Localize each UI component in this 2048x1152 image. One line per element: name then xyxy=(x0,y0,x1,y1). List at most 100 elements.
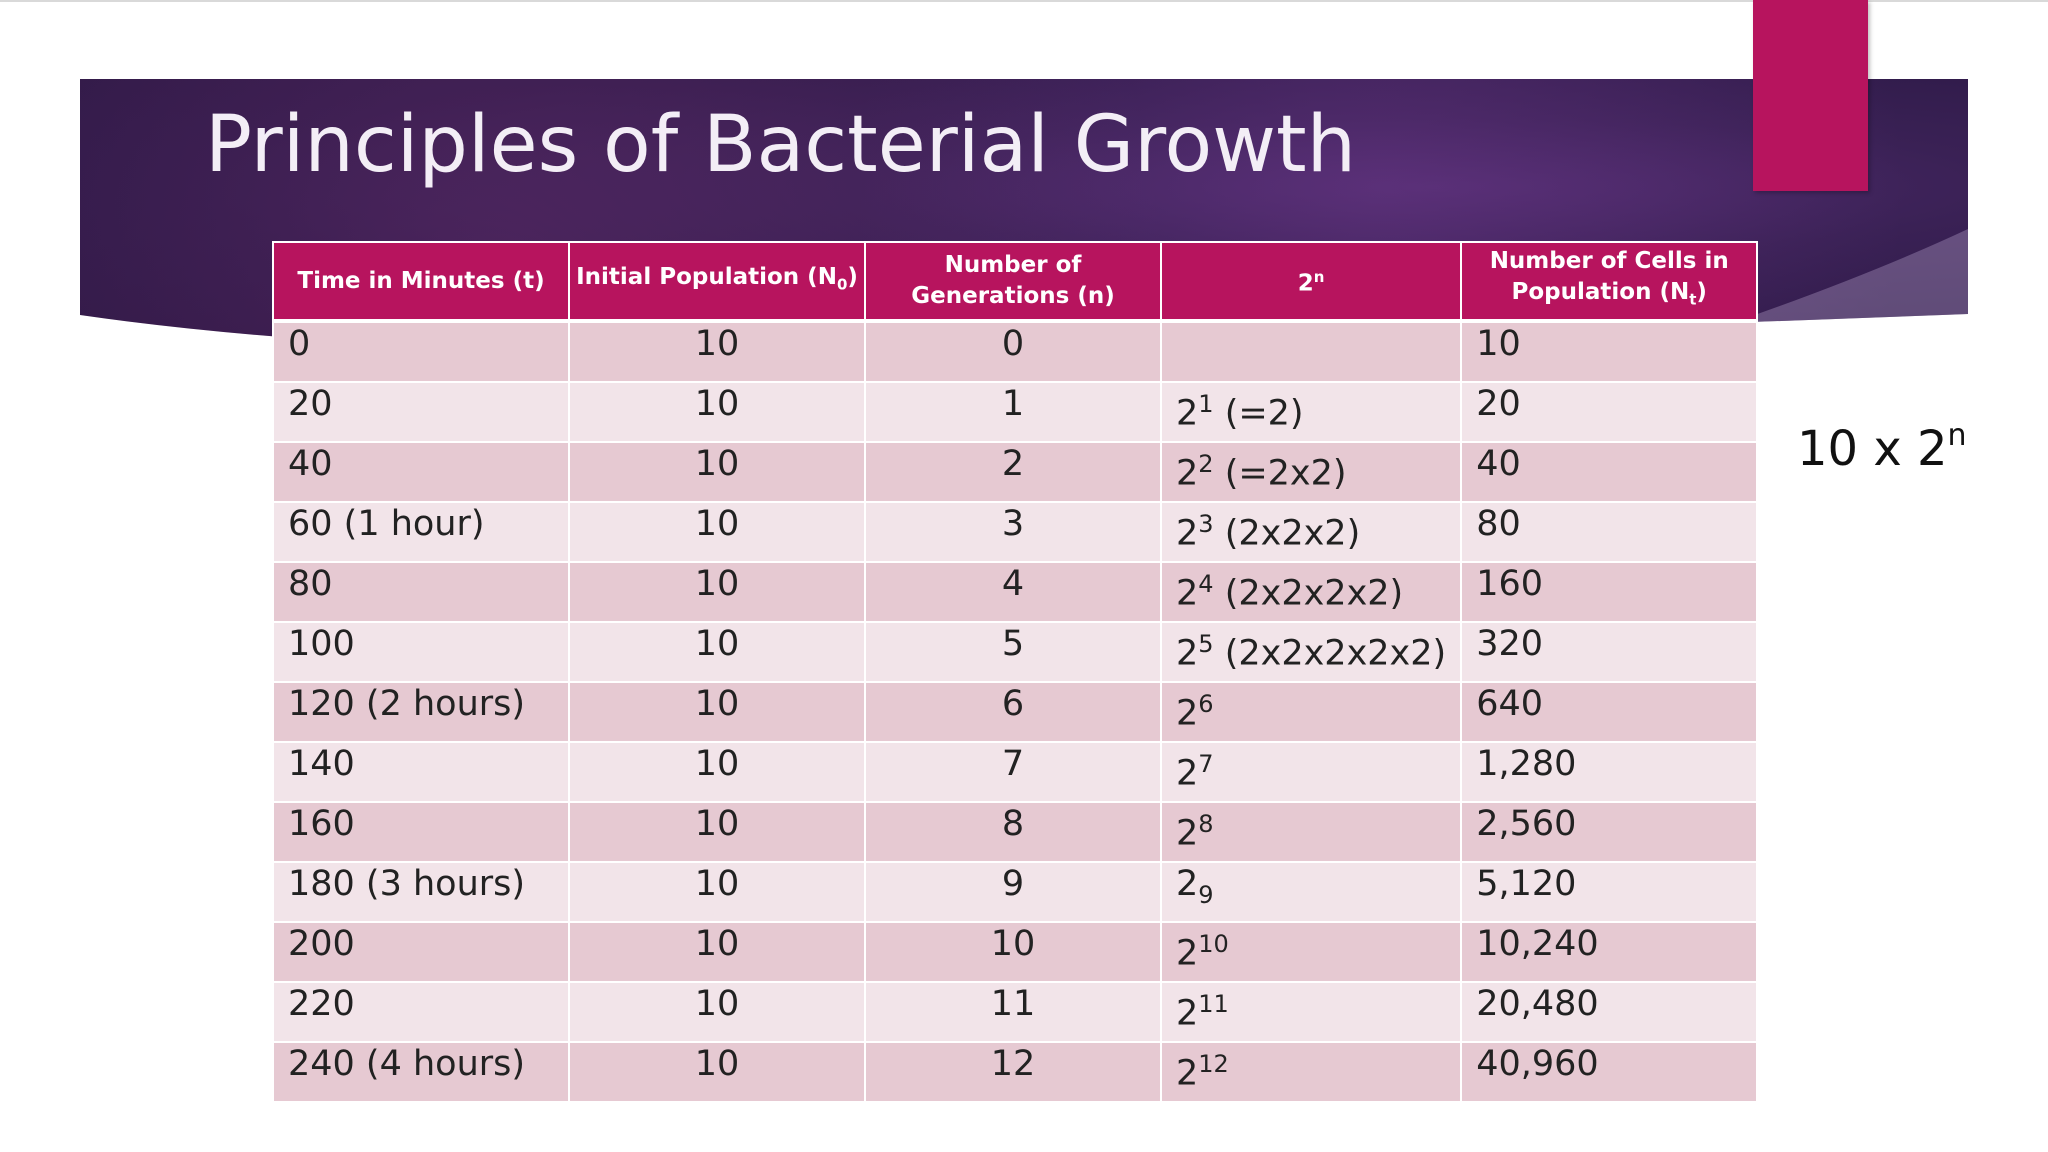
cell-initial-population: 10 xyxy=(568,1041,866,1103)
table-row: 160 10 8 28 2,560 xyxy=(272,801,1759,863)
header-time: Time in Minutes (t) xyxy=(272,241,570,323)
cell-time: 120 (2 hours) xyxy=(272,681,570,743)
growth-formula: 10 x 2n xyxy=(1797,418,1967,477)
header-power: 2n xyxy=(1159,241,1463,323)
power-expansion: (2x2x2x2) xyxy=(1213,573,1404,614)
cell-generations: 11 xyxy=(864,981,1162,1043)
cell-cells-in-population: 10,240 xyxy=(1460,921,1759,983)
power-base: 2 xyxy=(1176,693,1199,734)
cell-initial-population: 10 xyxy=(568,681,866,743)
power-exponent: 8 xyxy=(1198,810,1214,838)
growth-table: Time in Minutes (t) Initial Population (… xyxy=(272,241,1759,1103)
cell-power: 211 xyxy=(1159,981,1463,1043)
header-generations: Number of Generations (n) xyxy=(864,241,1162,323)
cell-time: 0 xyxy=(272,320,570,383)
power-base: 2 xyxy=(1176,453,1199,494)
table-row: 180 (3 hours) 10 9 29 5,120 xyxy=(272,861,1759,923)
cell-cells-in-population: 1,280 xyxy=(1460,741,1759,803)
cell-initial-population: 10 xyxy=(568,861,866,923)
power-exponent: 7 xyxy=(1198,750,1214,778)
header-power-exp: n xyxy=(1313,268,1325,287)
table-row: 60 (1 hour) 10 3 23 (2x2x2) 80 xyxy=(272,501,1759,563)
cell-generations: 12 xyxy=(864,1041,1162,1103)
cell-cells-in-population: 2,560 xyxy=(1460,801,1759,863)
cell-power: 21 (=2) xyxy=(1159,381,1463,443)
cell-cells-in-population: 5,120 xyxy=(1460,861,1759,923)
cell-initial-population: 10 xyxy=(568,320,866,383)
power-base: 2 xyxy=(1176,933,1199,974)
table-row: 220 10 11 211 20,480 xyxy=(272,981,1759,1043)
table-row: 40 10 2 22 (=2x2) 40 xyxy=(272,441,1759,503)
power-base: 2 xyxy=(1176,633,1199,674)
cell-time: 220 xyxy=(272,981,570,1043)
cell-initial-population: 10 xyxy=(568,621,866,683)
table-row: 0 10 0 10 xyxy=(272,320,1759,383)
cell-power: 23 (2x2x2) xyxy=(1159,501,1463,563)
header-initial-label: Initial Population (N xyxy=(576,263,837,290)
table-row: 200 10 10 210 10,240 xyxy=(272,921,1759,983)
cell-time: 200 xyxy=(272,921,570,983)
cell-generations: 3 xyxy=(864,501,1162,563)
cell-time: 180 (3 hours) xyxy=(272,861,570,923)
cell-cells-in-population: 40,960 xyxy=(1460,1041,1759,1103)
header-cells: Number of Cells in Population (Nt) xyxy=(1460,241,1759,323)
header-cells-label: Number of Cells in Population (N xyxy=(1489,248,1729,306)
header-cells-sub: t xyxy=(1689,290,1697,309)
table-row: 20 10 1 21 (=2) 20 xyxy=(272,381,1759,443)
cell-cells-in-population: 10 xyxy=(1460,320,1759,383)
power-expansion: (=2) xyxy=(1213,393,1304,434)
cell-power: 212 xyxy=(1159,1041,1463,1103)
power-base: 2 xyxy=(1176,513,1199,554)
power-base: 2 xyxy=(1176,993,1199,1034)
cell-time: 100 xyxy=(272,621,570,683)
cell-time: 140 xyxy=(272,741,570,803)
cell-initial-population: 10 xyxy=(568,981,866,1043)
cell-generations: 0 xyxy=(864,320,1162,383)
cell-generations: 7 xyxy=(864,741,1162,803)
cell-power: 29 xyxy=(1159,861,1463,923)
cell-generations: 8 xyxy=(864,801,1162,863)
cell-cells-in-population: 40 xyxy=(1460,441,1759,503)
power-base: 2 xyxy=(1176,573,1199,614)
formula-exponent: n xyxy=(1947,418,1967,453)
cell-initial-population: 10 xyxy=(568,501,866,563)
power-exponent: 11 xyxy=(1198,990,1229,1018)
cell-generations: 10 xyxy=(864,921,1162,983)
table-row: 140 10 7 27 1,280 xyxy=(272,741,1759,803)
top-divider xyxy=(0,0,2048,2)
cell-generations: 6 xyxy=(864,681,1162,743)
table-row: 100 10 5 25 (2x2x2x2x2) 320 xyxy=(272,621,1759,683)
cell-power: 22 (=2x2) xyxy=(1159,441,1463,503)
cell-cells-in-population: 160 xyxy=(1460,561,1759,623)
cell-time: 20 xyxy=(272,381,570,443)
cell-power: 24 (2x2x2x2) xyxy=(1159,561,1463,623)
cell-generations: 1 xyxy=(864,381,1162,443)
cell-time: 240 (4 hours) xyxy=(272,1041,570,1103)
table-header-row: Time in Minutes (t) Initial Population (… xyxy=(272,241,1759,323)
header-power-base: 2 xyxy=(1297,270,1314,297)
cell-cells-in-population: 80 xyxy=(1460,501,1759,563)
power-expansion: (=2x2) xyxy=(1213,453,1347,494)
cell-power: 28 xyxy=(1159,801,1463,863)
cell-cells-in-population: 20,480 xyxy=(1460,981,1759,1043)
slide-title: Principles of Bacterial Growth xyxy=(205,100,1357,190)
table-row: 80 10 4 24 (2x2x2x2) 160 xyxy=(272,561,1759,623)
header-initial-after: ) xyxy=(847,263,858,290)
power-exponent: 2 xyxy=(1198,450,1214,478)
cell-time: 40 xyxy=(272,441,570,503)
cell-cells-in-population: 640 xyxy=(1460,681,1759,743)
table-row: 120 (2 hours) 10 6 26 640 xyxy=(272,681,1759,743)
power-exponent: 9 xyxy=(1198,881,1214,909)
power-expansion: (2x2x2x2x2) xyxy=(1213,633,1447,674)
power-exponent: 3 xyxy=(1198,510,1214,538)
power-exponent: 6 xyxy=(1198,690,1214,718)
table-row: 240 (4 hours) 10 12 212 40,960 xyxy=(272,1041,1759,1103)
cell-initial-population: 10 xyxy=(568,741,866,803)
cell-initial-population: 10 xyxy=(568,921,866,983)
power-base: 2 xyxy=(1176,1053,1199,1094)
cell-power: 25 (2x2x2x2x2) xyxy=(1159,621,1463,683)
power-expansion: (2x2x2) xyxy=(1213,513,1361,554)
cell-initial-population: 10 xyxy=(568,441,866,503)
header-initial-population: Initial Population (N0) xyxy=(568,241,866,323)
cell-generations: 2 xyxy=(864,441,1162,503)
